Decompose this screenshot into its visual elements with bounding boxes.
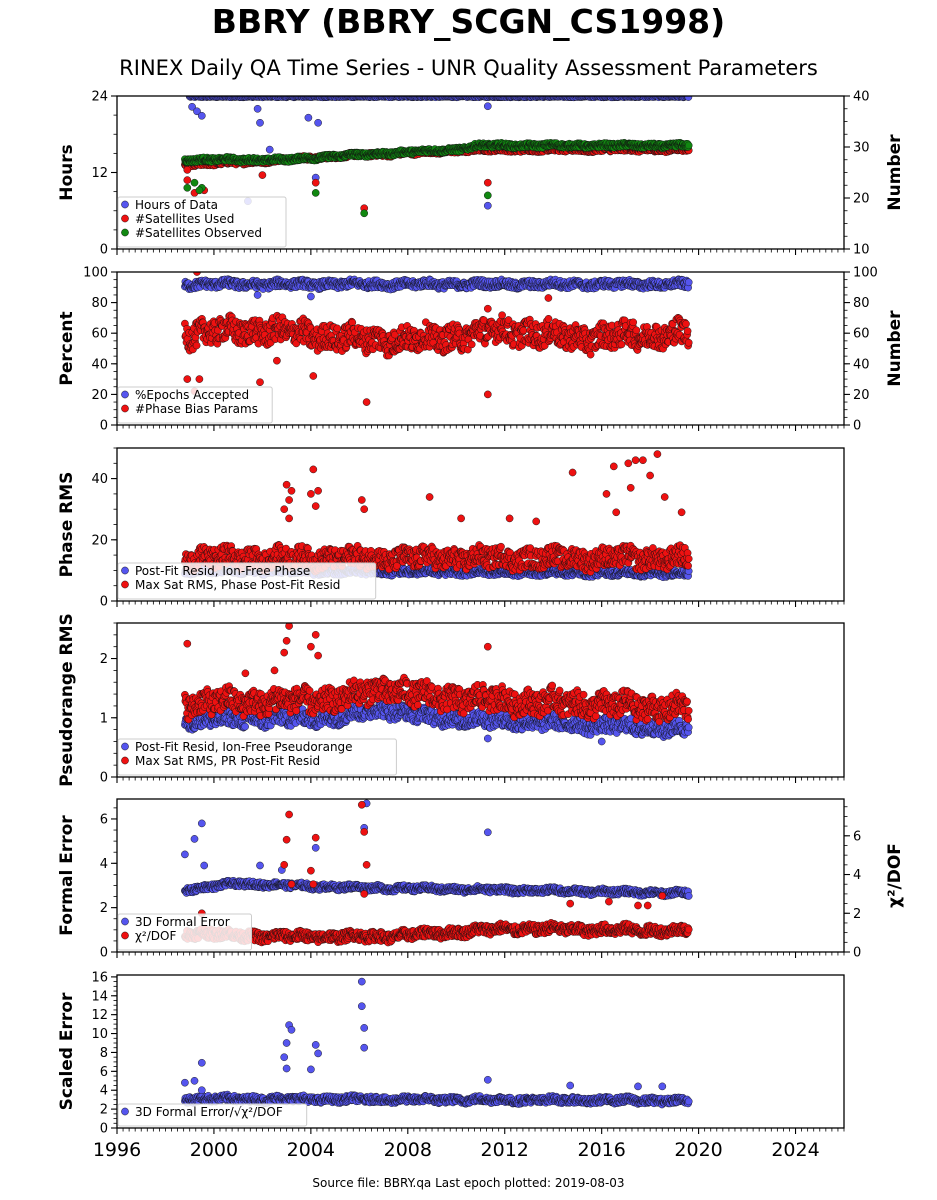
data-point bbox=[684, 278, 693, 287]
data-points bbox=[181, 450, 693, 582]
data-point bbox=[183, 176, 192, 184]
legend-marker bbox=[121, 200, 129, 209]
data-point bbox=[684, 96, 693, 101]
data-point bbox=[360, 209, 369, 218]
y-tick-label: 0 bbox=[100, 243, 108, 258]
y-tick-label: 40 bbox=[91, 357, 108, 372]
data-point bbox=[188, 102, 196, 111]
data-point bbox=[253, 104, 262, 113]
y2-axis-label: Number bbox=[885, 310, 905, 387]
data-point bbox=[483, 191, 492, 200]
y2-tick-label: 80 bbox=[853, 296, 870, 311]
data-point bbox=[682, 320, 690, 328]
data-point bbox=[544, 314, 553, 323]
legend-entry: Hours of Data bbox=[135, 198, 218, 212]
y2-tick-label: 0 bbox=[853, 419, 861, 434]
data-point bbox=[629, 318, 638, 327]
y-tick-label: 60 bbox=[91, 327, 108, 342]
data-point bbox=[467, 340, 476, 349]
y2-tick-label: 40 bbox=[853, 90, 870, 105]
data-point bbox=[314, 118, 322, 127]
data-point bbox=[192, 341, 201, 350]
data-point bbox=[256, 378, 264, 387]
y2-tick-label: 20 bbox=[853, 192, 870, 207]
y2-tick-label: 30 bbox=[853, 141, 870, 156]
data-point bbox=[265, 145, 274, 154]
data-point bbox=[311, 178, 320, 187]
y-tick-label: 100 bbox=[83, 266, 108, 281]
legend-marker bbox=[121, 390, 129, 399]
data-point bbox=[183, 166, 192, 174]
data-point bbox=[309, 372, 318, 380]
panel-2: 0 20 40 60 80 100 0 20 40 60 80 100 Percent Number %Ep… bbox=[57, 261, 905, 434]
data-point bbox=[258, 171, 267, 179]
legend-marker bbox=[121, 214, 129, 223]
data-point bbox=[483, 201, 492, 210]
data-point bbox=[483, 102, 492, 111]
y-tick-label: 20 bbox=[91, 388, 108, 403]
data-point bbox=[304, 113, 313, 122]
data-point bbox=[498, 311, 506, 320]
data-point bbox=[617, 340, 626, 349]
legend-entry: %Epochs Accepted bbox=[135, 388, 249, 402]
legend-marker bbox=[121, 228, 129, 237]
data-point bbox=[586, 350, 595, 359]
data-point bbox=[197, 111, 206, 120]
y-axis-label: Percent bbox=[57, 311, 77, 385]
data-point bbox=[190, 178, 199, 187]
chart-title: BBRY (BBRY_SCGN_CS1998) bbox=[211, 2, 726, 41]
y-tick-label: 24 bbox=[91, 90, 108, 105]
data-point bbox=[195, 186, 204, 195]
data-point bbox=[193, 107, 201, 116]
legend-entry: #Satellites Observed bbox=[135, 226, 262, 240]
y2-tick-label: 20 bbox=[853, 388, 870, 403]
data-point bbox=[544, 294, 553, 302]
data-point bbox=[632, 326, 641, 335]
data-point bbox=[683, 327, 692, 335]
y-tick-label: 80 bbox=[91, 296, 108, 311]
data-point bbox=[183, 183, 192, 192]
data-point bbox=[684, 141, 693, 150]
data-point bbox=[273, 356, 281, 365]
legend: Hours of Data#Satellites Used#Satellites… bbox=[117, 196, 287, 248]
series-blue bbox=[181, 275, 693, 301]
data-point bbox=[351, 261, 358, 268]
data-point bbox=[483, 178, 492, 187]
y2-tick-label: 40 bbox=[853, 357, 870, 372]
data-point bbox=[519, 326, 528, 335]
y-tick-label: 0 bbox=[100, 419, 108, 434]
y2-axis-label: Number bbox=[885, 134, 905, 211]
data-point bbox=[311, 189, 320, 197]
data-point bbox=[333, 324, 342, 333]
legend-entry: #Satellites Used bbox=[135, 212, 234, 226]
chart-subtitle: RINEX Daily QA Time Series - UNR Quality… bbox=[119, 56, 818, 80]
legend-marker bbox=[121, 404, 129, 413]
y2-tick-label: 60 bbox=[853, 327, 870, 342]
legend-entry: #Phase Bias Params bbox=[135, 402, 258, 416]
data-point bbox=[195, 375, 204, 383]
data-point bbox=[253, 291, 262, 299]
legend: %Epochs Accepted#Phase Bias Params bbox=[117, 386, 273, 424]
data-point bbox=[183, 375, 192, 383]
y2-tick-label: 100 bbox=[853, 266, 878, 281]
data-point bbox=[362, 398, 371, 406]
data-point bbox=[483, 390, 492, 399]
data-point bbox=[684, 338, 693, 347]
y2-tick-label: 10 bbox=[853, 243, 870, 258]
data-point bbox=[256, 118, 264, 127]
y-tick-label: 12 bbox=[91, 166, 108, 181]
data-point bbox=[307, 292, 315, 301]
data-point bbox=[483, 304, 492, 313]
data-points bbox=[181, 96, 693, 218]
y-axis-label: Hours bbox=[57, 144, 77, 201]
series-green bbox=[181, 138, 693, 218]
data-points bbox=[181, 261, 693, 406]
